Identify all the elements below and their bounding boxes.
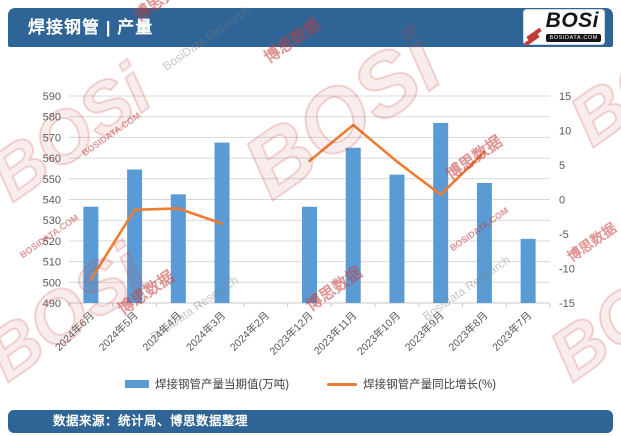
bar <box>389 174 405 303</box>
bar <box>83 206 99 303</box>
legend-label-bar: 焊接钢管产量当期值(万吨) <box>154 379 290 391</box>
left-axis-tick-label: 580 <box>43 112 61 124</box>
bar <box>476 182 492 303</box>
x-axis-category-label: 2023年7月 <box>490 309 535 354</box>
page-title: 焊接钢管 | 产量 <box>28 18 154 37</box>
bar <box>433 122 449 303</box>
line-swatch-icon <box>327 382 358 386</box>
bar <box>170 194 186 303</box>
right-axis-tick-label: -15 <box>559 298 575 310</box>
bar-swatch-icon <box>124 380 149 388</box>
right-axis-tick-label: 0 <box>559 195 565 207</box>
right-axis-tick-label: 10 <box>559 126 571 138</box>
left-axis-tick-label: 550 <box>43 174 61 186</box>
left-axis-tick-label: 510 <box>43 257 61 269</box>
bosi-logo: BOSi BOSIDATA.COM <box>523 9 605 47</box>
bar <box>302 206 317 303</box>
chart-legend: 焊接钢管产量当期值(万吨) 焊接钢管产量同比增长(%) <box>0 374 621 394</box>
left-axis-tick-label: 570 <box>43 132 61 144</box>
x-axis-category-label: 2024年6月 <box>52 309 97 354</box>
legend-item-bar: 焊接钢管产量当期值(万吨) <box>124 376 290 392</box>
footer-bar: 数据来源：统计局、博思数据整理 <box>8 410 613 433</box>
x-axis-category-label: 2024年3月 <box>183 309 228 354</box>
left-axis-tick-label: 530 <box>43 215 61 227</box>
x-axis-category-label: 2024年5月 <box>96 309 141 354</box>
data-source-text: 数据来源：统计局、博思数据整理 <box>53 414 249 428</box>
bosi-logo-text: BOSi <box>545 9 599 32</box>
right-axis-tick-label: 15 <box>559 91 571 103</box>
x-axis-category-label: 2023年12月 <box>267 309 316 358</box>
bosi-logo-domain: BOSIDATA.COM <box>546 34 601 42</box>
x-axis-category-label: 2023年10月 <box>354 309 403 358</box>
legend-item-line: 焊接钢管产量同比增长(%) <box>327 376 496 392</box>
x-axis-category-label: 2023年9月 <box>402 309 447 354</box>
right-axis-tick-label: 5 <box>559 160 565 172</box>
header-bar: 焊接钢管 | 产量 BOSi BOSIDATA.COM <box>8 8 613 47</box>
left-axis-tick-label: 490 <box>43 298 61 310</box>
x-axis-category-label: 2024年4月 <box>140 309 185 354</box>
left-axis-tick-label: 520 <box>43 236 61 248</box>
right-axis-tick-label: -10 <box>559 264 575 276</box>
left-axis-tick-label: 560 <box>43 153 61 165</box>
legend-label-line: 焊接钢管产量同比增长(%) <box>363 379 497 391</box>
left-axis-tick-label: 590 <box>43 91 61 103</box>
x-axis-category-label: 2023年11月 <box>311 309 359 357</box>
bar <box>127 169 143 303</box>
left-axis-tick-label: 500 <box>43 277 61 289</box>
x-axis-category-label: 2024年2月 <box>227 309 272 354</box>
growth-line <box>308 123 486 196</box>
right-axis-tick-label: -5 <box>559 229 569 241</box>
bar <box>345 147 361 303</box>
bar <box>520 238 536 303</box>
x-axis-category-label: 2023年8月 <box>446 309 491 354</box>
left-axis-tick-label: 540 <box>43 195 61 207</box>
growth-line <box>89 207 224 281</box>
